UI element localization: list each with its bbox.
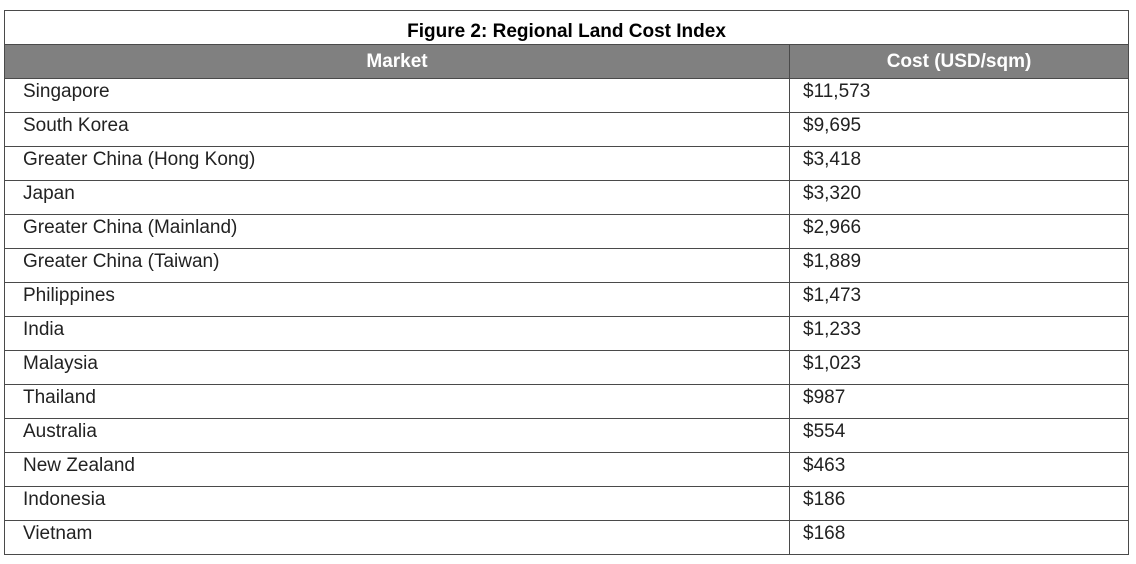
table-row: Singapore $11,573 <box>4 78 1129 113</box>
table-title: Figure 2: Regional Land Cost Index <box>4 10 1129 45</box>
table-body: Singapore $11,573 South Korea $9,695 Greater… <box>4 78 1129 555</box>
market-cell: South Korea <box>4 112 790 147</box>
cost-cell: $554 <box>789 418 1129 453</box>
cost-cell: $1,233 <box>789 316 1129 351</box>
header-row: Market Cost (USD/sqm) <box>4 44 1129 79</box>
table-row: Philippines $1,473 <box>4 282 1129 317</box>
market-cell: Philippines <box>4 282 790 317</box>
cost-cell: $1,889 <box>789 248 1129 283</box>
cost-cell: $186 <box>789 486 1129 521</box>
market-cell: New Zealand <box>4 452 790 487</box>
cost-cell: $1,473 <box>789 282 1129 317</box>
market-cell: Greater China (Hong Kong) <box>4 146 790 181</box>
market-cell: Japan <box>4 180 790 215</box>
table-row: Japan $3,320 <box>4 180 1129 215</box>
market-cell: India <box>4 316 790 351</box>
table-row: Thailand $987 <box>4 384 1129 419</box>
table-row: New Zealand $463 <box>4 452 1129 487</box>
market-cell: Thailand <box>4 384 790 419</box>
cost-cell: $2,966 <box>789 214 1129 249</box>
cost-cell: $1,023 <box>789 350 1129 385</box>
market-cell: Vietnam <box>4 520 790 555</box>
cost-cell: $3,320 <box>789 180 1129 215</box>
column-header-market: Market <box>4 44 790 79</box>
column-header-cost: Cost (USD/sqm) <box>789 44 1129 79</box>
table-row: Malaysia $1,023 <box>4 350 1129 385</box>
cost-cell: $11,573 <box>789 78 1129 113</box>
table-row: Vietnam $168 <box>4 520 1129 555</box>
market-cell: Malaysia <box>4 350 790 385</box>
table-row: Greater China (Mainland) $2,966 <box>4 214 1129 249</box>
market-cell: Indonesia <box>4 486 790 521</box>
table-row: Greater China (Hong Kong) $3,418 <box>4 146 1129 181</box>
table-row: India $1,233 <box>4 316 1129 351</box>
cost-cell: $987 <box>789 384 1129 419</box>
cost-cell: $9,695 <box>789 112 1129 147</box>
table-row: Greater China (Taiwan) $1,889 <box>4 248 1129 283</box>
title-row: Figure 2: Regional Land Cost Index <box>4 10 1129 45</box>
market-cell: Greater China (Mainland) <box>4 214 790 249</box>
table-row: Australia $554 <box>4 418 1129 453</box>
table-row: South Korea $9,695 <box>4 112 1129 147</box>
table-row: Indonesia $186 <box>4 486 1129 521</box>
land-cost-table: Figure 2: Regional Land Cost Index Marke… <box>4 10 1129 555</box>
market-cell: Singapore <box>4 78 790 113</box>
market-cell: Australia <box>4 418 790 453</box>
market-cell: Greater China (Taiwan) <box>4 248 790 283</box>
cost-cell: $168 <box>789 520 1129 555</box>
cost-cell: $3,418 <box>789 146 1129 181</box>
land-cost-table-figure: Figure 2: Regional Land Cost Index Marke… <box>4 10 1129 555</box>
cost-cell: $463 <box>789 452 1129 487</box>
